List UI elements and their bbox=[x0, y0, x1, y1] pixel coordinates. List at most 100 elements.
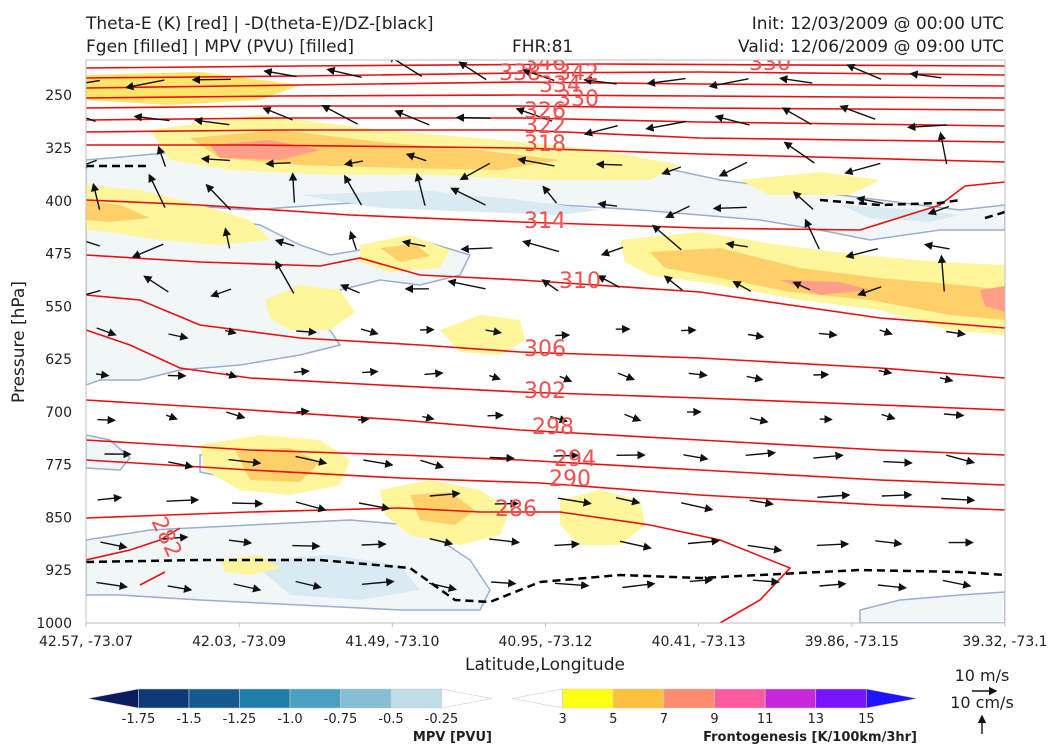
wind-vector bbox=[845, 248, 878, 259]
wind-vector bbox=[491, 578, 517, 588]
wind-vector bbox=[361, 577, 395, 587]
colorbar-tick-label: 5 bbox=[609, 712, 617, 727]
wind-vector bbox=[792, 281, 811, 291]
wind-vector bbox=[583, 76, 617, 85]
wind-vector bbox=[485, 327, 503, 336]
wind-vector bbox=[340, 284, 360, 294]
wind-vector bbox=[420, 459, 445, 470]
fgen-region-center-blob bbox=[440, 315, 525, 355]
wind-vector bbox=[275, 260, 295, 294]
wind-vector bbox=[923, 241, 950, 250]
colorbar-tick-label: 15 bbox=[858, 712, 875, 727]
y-axis-label: Pressure [hPa] bbox=[9, 281, 29, 403]
mpv-colorbar: -1.75 -1.5 -1.25 -1.0 -0.75 -0.5 -0.25 bbox=[87, 688, 493, 727]
wind-vector bbox=[166, 412, 178, 421]
colorbar-swatch bbox=[390, 688, 442, 709]
wind-vector bbox=[191, 75, 231, 84]
wind-vector bbox=[274, 238, 295, 247]
wind-vector bbox=[90, 182, 101, 210]
wind-vector bbox=[429, 538, 454, 547]
colorbar-tick-label: -0.25 bbox=[425, 712, 459, 727]
wind-vector bbox=[489, 372, 501, 381]
fgen-region-left-mid-core bbox=[86, 200, 150, 222]
wind-vector bbox=[749, 498, 774, 508]
colorbar-swatch bbox=[340, 688, 392, 709]
wind-vector bbox=[881, 490, 913, 500]
theta-e-label: 306 bbox=[524, 337, 566, 362]
forecast-hour: FHR:81 bbox=[512, 37, 574, 57]
wind-vector bbox=[745, 449, 777, 458]
frontogenesis-colorbar: 3 5 7 9 11 13 15 bbox=[511, 688, 918, 727]
wind-vector bbox=[293, 367, 310, 376]
wind-vector bbox=[747, 544, 783, 554]
colorbar-swatch bbox=[866, 688, 918, 709]
wind-vector bbox=[429, 582, 457, 592]
wind-vector bbox=[927, 205, 950, 216]
wind-vector bbox=[295, 580, 322, 590]
wind-vector bbox=[681, 326, 697, 335]
wind-vector bbox=[156, 145, 167, 167]
wind-vector bbox=[779, 75, 813, 84]
wind-vector bbox=[718, 161, 748, 177]
wind-vector bbox=[554, 581, 590, 590]
wind-ref-vertical-label: 10 cm/s bbox=[950, 693, 1014, 712]
fgen-region-mid-blob bbox=[265, 285, 355, 330]
theta-e-label: 298 bbox=[532, 415, 574, 440]
wind-vector bbox=[225, 327, 237, 336]
wind-vector bbox=[447, 278, 486, 290]
theta-e-label: 330 bbox=[749, 51, 791, 76]
wind-vector bbox=[228, 458, 262, 467]
wind-vector bbox=[296, 407, 310, 416]
wind-vector bbox=[661, 166, 682, 176]
colorbar-tick-label: -1.75 bbox=[122, 712, 156, 727]
wind-vector bbox=[663, 275, 683, 291]
colorbar-tick-label: 9 bbox=[710, 712, 718, 727]
theta-e-label: 330 bbox=[557, 87, 599, 112]
wind-vector bbox=[100, 541, 128, 551]
colorbar-swatch bbox=[815, 688, 867, 709]
wind-vector bbox=[597, 200, 618, 209]
wind-vector bbox=[362, 367, 379, 377]
wind-vector bbox=[747, 331, 765, 340]
wind-vector bbox=[714, 114, 750, 126]
wind-vector bbox=[688, 370, 708, 379]
wind-vector bbox=[665, 205, 690, 219]
y-axis-ticks: 250 325 400 475 550 625 700 775 850 925 1000 bbox=[36, 88, 72, 632]
y-tick-label: 850 bbox=[45, 510, 72, 526]
wind-vector bbox=[459, 162, 491, 181]
wind-vector bbox=[96, 327, 117, 337]
wind-vector bbox=[521, 68, 555, 82]
wind-vector bbox=[86, 159, 97, 169]
x-tick-label: 41.49, -73.10 bbox=[345, 634, 439, 650]
wind-vector bbox=[131, 243, 164, 259]
theta-e-label: 314 bbox=[524, 209, 566, 234]
wind-vector bbox=[619, 540, 652, 551]
wind-vector bbox=[360, 327, 379, 336]
y-tick-label: 625 bbox=[45, 352, 72, 368]
colorbar-swatch bbox=[663, 688, 715, 709]
wind-vector bbox=[265, 159, 291, 168]
wind-vector bbox=[792, 191, 814, 210]
wind-vector bbox=[875, 538, 903, 548]
wind-vector bbox=[555, 331, 571, 340]
wind-vector bbox=[321, 104, 359, 125]
wind-vector bbox=[401, 239, 426, 248]
wind-vector bbox=[725, 240, 748, 249]
wind-vector bbox=[646, 77, 686, 87]
wind-vector bbox=[262, 106, 293, 121]
wind-vector bbox=[522, 239, 560, 253]
wind-vector bbox=[818, 330, 838, 339]
wind-vector bbox=[554, 540, 580, 549]
wind-vector bbox=[597, 275, 620, 288]
wind-vector bbox=[515, 107, 553, 122]
x-tick-label: 39.86, -73.15 bbox=[805, 634, 899, 650]
theta-e-label: 310 bbox=[559, 269, 601, 294]
wind-vector bbox=[749, 416, 769, 425]
wind-vector bbox=[941, 495, 976, 505]
wind-vector bbox=[210, 288, 232, 298]
colorbar-swatch bbox=[239, 688, 291, 709]
colorbar-tick-label: 11 bbox=[757, 712, 774, 727]
wind-vector bbox=[732, 281, 752, 292]
theta-e-label: 338 bbox=[499, 61, 541, 86]
